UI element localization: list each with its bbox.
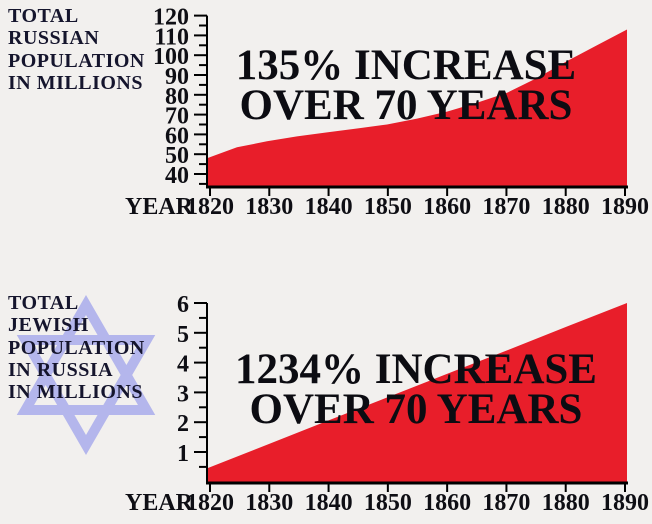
x-tick-label: 1870 [482,490,530,516]
x-tick-label: 1840 [305,194,353,220]
y-tick-label: 80 [165,84,189,110]
x-tick-label: 1850 [364,490,412,516]
x-tick-label: 1830 [245,194,293,220]
x-axis-prefix-label: YEAR [125,194,194,220]
y-tick-label: 40 [165,163,189,189]
y-tick-label: 50 [165,143,189,169]
x-tick-label: 1880 [542,194,590,220]
star-of-david-icon [16,294,156,456]
y-tick-label: 110 [154,24,189,50]
x-tick-label: 1860 [423,194,471,220]
y-tick-label: 120 [153,5,189,31]
x-tick-label: 1890 [601,490,649,516]
y-tick-label: 70 [165,104,189,130]
y-tick-label: 100 [153,44,189,70]
x-tick-label: 1820 [186,490,234,516]
x-tick-label: 1850 [364,194,412,220]
x-tick-label: 1870 [482,194,530,220]
x-tick-label: 1880 [542,490,590,516]
y-tick-label: 1 [177,441,189,467]
y-tick-label: 5 [177,322,189,348]
y-tick-label: 60 [165,123,189,149]
area-fill [207,29,627,187]
x-tick-label: 1830 [245,490,293,516]
y-tick-label: 3 [177,381,189,407]
x-tick-label: 1820 [186,194,234,220]
x-tick-label: 1840 [305,490,353,516]
y-tick-label: 90 [165,64,189,90]
y-tick-label: 2 [177,411,189,437]
x-tick-label: 1860 [423,490,471,516]
x-axis-prefix-label: YEAR [125,490,194,516]
y-tick-label: 6 [177,292,189,318]
x-tick-label: 1890 [601,194,649,220]
area-fill [207,303,627,483]
y-tick-label: 4 [177,352,189,378]
